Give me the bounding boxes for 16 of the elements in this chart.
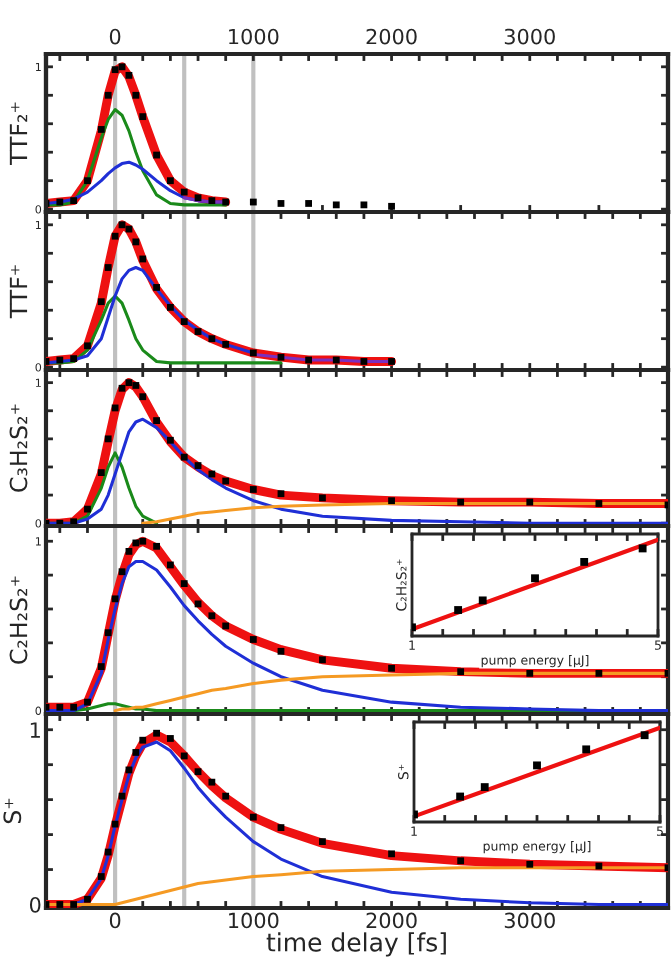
y-axis-title: C₂H₂S₂⁺ — [9, 576, 28, 664]
x2-tick-label: 2000 — [366, 28, 417, 45]
x-tick-label: 2000 — [366, 912, 417, 929]
y-axis-title: TTF₂⁺ — [9, 102, 28, 166]
x-axis-title: time delay [fs] — [266, 932, 446, 957]
y-axis-title: S⁺ — [3, 798, 22, 824]
y-axis-title: C₃H₂S₂⁺ — [9, 404, 28, 492]
x-tick-label: 1000 — [229, 912, 279, 929]
y-axis-title: TTF⁺ — [9, 265, 28, 319]
y-tick-label: 1 — [30, 722, 40, 738]
x-tick-label: 0 — [109, 912, 121, 929]
y-tick-label: 0 — [29, 896, 41, 913]
x-tick-label: 3000 — [504, 912, 555, 929]
x2-tick-label: 3000 — [504, 28, 555, 45]
x2-tick-label: 1000 — [229, 28, 279, 45]
x2-tick-label: 0 — [109, 28, 121, 45]
